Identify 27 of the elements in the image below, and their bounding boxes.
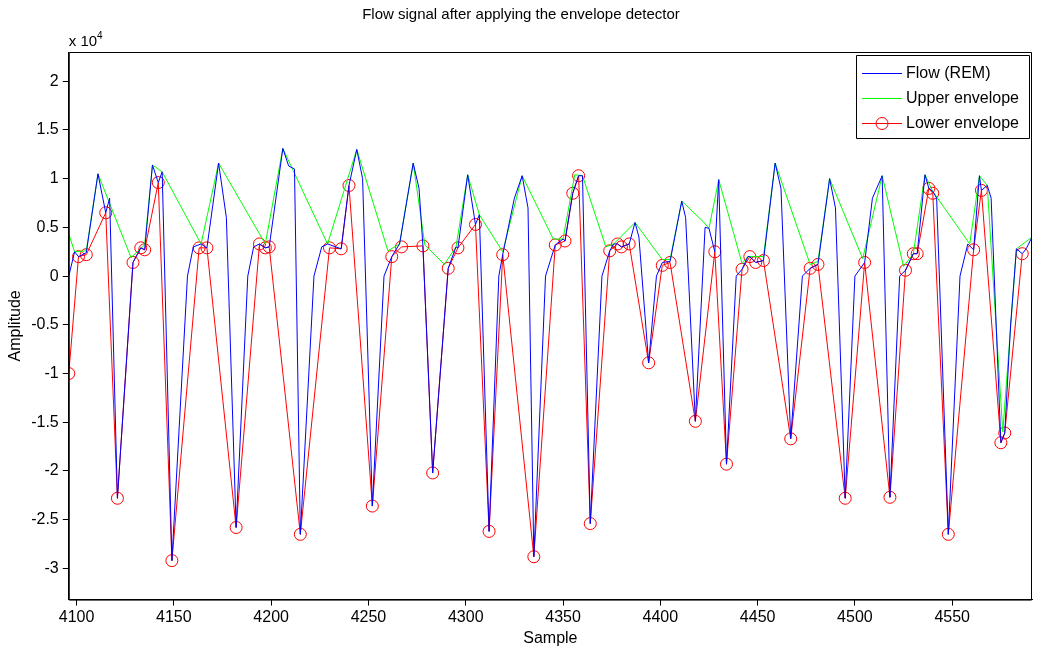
y-tick-label: -1 [44, 363, 59, 381]
x-axis-title: Sample [523, 628, 578, 646]
y-tick-label: -2 [44, 461, 59, 479]
y-tick-label: -3 [44, 558, 59, 576]
x-tick-label: 4400 [642, 607, 679, 625]
x-tick-label: 4200 [253, 607, 290, 625]
x-tick-label: 4350 [545, 607, 581, 625]
x-tick-label: 4550 [934, 607, 971, 625]
chart-title: Flow signal after applying the envelope detector [362, 5, 680, 23]
y-tick-label: 0.5 [36, 217, 59, 235]
y-tick-label: -1.5 [31, 412, 59, 430]
x-tick-label: 4250 [350, 607, 387, 625]
y-tick-label: 1 [49, 169, 59, 187]
y-axis-title: Amplitude [6, 290, 24, 362]
legend-label: Flow (REM) [906, 63, 991, 81]
x-tick-label: 4450 [739, 607, 776, 625]
y-tick-label: -2.5 [31, 510, 59, 528]
y-tick-label: -0.5 [31, 315, 59, 333]
x-tick-label: 4300 [447, 607, 484, 625]
y-tick-label: 0 [49, 266, 59, 284]
x-tick-label: 4150 [156, 607, 192, 625]
y-tick-label: 1.5 [36, 120, 59, 138]
legend-label: Upper envelope [906, 88, 1020, 106]
x-tick-label: 4500 [837, 607, 873, 625]
x-tick-label: 4100 [58, 607, 95, 625]
y-tick-label: 2 [49, 71, 59, 89]
legend-label: Lower envelope [906, 113, 1020, 131]
